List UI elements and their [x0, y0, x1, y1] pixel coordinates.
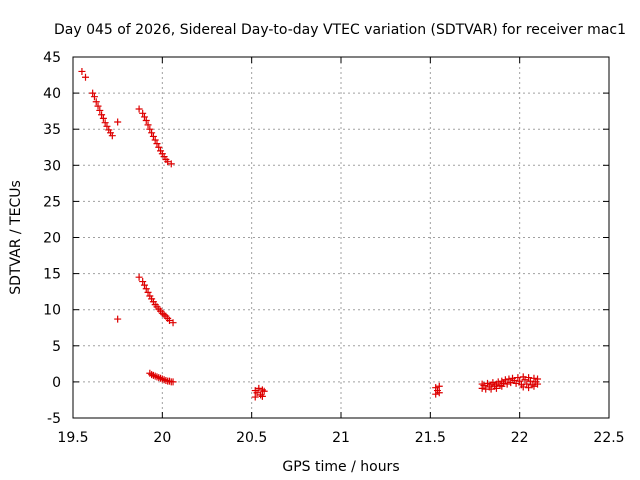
y-tick-label: 5: [52, 339, 61, 355]
y-tick-label: 25: [43, 194, 61, 210]
data-point: [139, 278, 147, 286]
data-point: [516, 377, 524, 385]
data-points: [78, 67, 542, 401]
data-point: [484, 379, 492, 387]
data-point: [98, 111, 106, 119]
data-point: [500, 379, 508, 387]
data-point: [169, 378, 177, 386]
data-point: [90, 93, 98, 101]
data-point: [534, 375, 542, 383]
data-point: [144, 121, 152, 129]
x-axis-label: GPS time / hours: [282, 459, 399, 475]
data-point: [514, 374, 522, 382]
data-point: [142, 117, 150, 125]
data-point: [530, 382, 538, 390]
data-point: [487, 385, 495, 393]
x-tick-label: 22.5: [593, 430, 624, 446]
data-point: [519, 383, 527, 391]
data-point: [526, 377, 534, 385]
data-point: [165, 317, 173, 325]
data-point: [255, 384, 263, 392]
data-point: [101, 119, 109, 127]
data-point: [530, 374, 538, 382]
data-point: [258, 392, 266, 400]
data-point: [169, 319, 177, 327]
data-point: [151, 136, 159, 144]
data-point: [139, 109, 147, 117]
data-point: [140, 113, 148, 121]
data-point: [521, 376, 529, 384]
data-point: [507, 379, 515, 387]
data-point: [512, 379, 520, 387]
x-tick-labels: 19.5 20 20.5 21 21.5 22 22.5: [57, 430, 624, 446]
x-tick-label: 20.5: [236, 430, 267, 446]
data-point: [253, 389, 261, 397]
data-point: [146, 125, 154, 133]
data-point: [260, 387, 268, 395]
data-point: [525, 384, 533, 392]
axis-ticks: [72, 56, 610, 419]
chart-title: Day 045 of 2026, Sidereal Day-to-day VTE…: [54, 22, 626, 38]
data-point: [135, 273, 143, 281]
data-point: [251, 393, 259, 401]
data-point: [523, 380, 531, 388]
data-point: [99, 114, 107, 122]
y-tick-label: -5: [47, 411, 61, 427]
data-point: [114, 118, 122, 126]
data-point: [155, 143, 163, 151]
y-tick-label: 35: [43, 122, 61, 138]
data-point: [501, 376, 509, 384]
data-point: [114, 315, 122, 323]
y-tick-label: 45: [43, 50, 61, 66]
y-axis-label: SDTVAR / TECUs: [8, 180, 24, 295]
data-point: [489, 379, 497, 387]
data-point: [94, 102, 102, 110]
data-point: [140, 281, 148, 289]
data-point: [82, 73, 90, 81]
y-tick-label: 15: [43, 267, 61, 283]
data-point: [149, 132, 157, 140]
data-point: [494, 378, 502, 386]
y-tick-label: 10: [43, 303, 61, 319]
data-point: [103, 122, 111, 130]
y-tick-label: 30: [43, 158, 61, 174]
x-tick-label: 21: [332, 430, 350, 446]
x-tick-label: 20: [153, 430, 171, 446]
y-tick-label: 0: [52, 375, 61, 391]
data-point: [144, 288, 152, 296]
data-point: [435, 382, 443, 390]
x-tick-label: 21.5: [415, 430, 446, 446]
data-point: [92, 98, 100, 106]
data-point: [135, 105, 143, 113]
data-point: [435, 389, 443, 397]
data-point: [108, 132, 116, 140]
data-point: [167, 160, 175, 168]
data-point: [164, 158, 172, 166]
y-tick-labels: -5 0 5 10 15 20 25 30 35 40 45: [43, 50, 61, 427]
data-point: [432, 390, 440, 398]
data-point: [503, 380, 511, 388]
y-tick-label: 40: [43, 86, 61, 102]
x-tick-label: 22: [511, 430, 529, 446]
data-point: [525, 374, 533, 382]
data-point: [89, 89, 97, 97]
y-tick-label: 20: [43, 231, 61, 247]
data-point: [96, 106, 104, 114]
data-point: [505, 375, 513, 383]
data-point: [148, 129, 156, 137]
data-point: [153, 140, 161, 148]
data-point: [480, 382, 488, 390]
data-point: [142, 285, 150, 293]
data-point: [78, 67, 86, 75]
x-tick-label: 19.5: [57, 430, 88, 446]
data-point: [492, 384, 500, 392]
